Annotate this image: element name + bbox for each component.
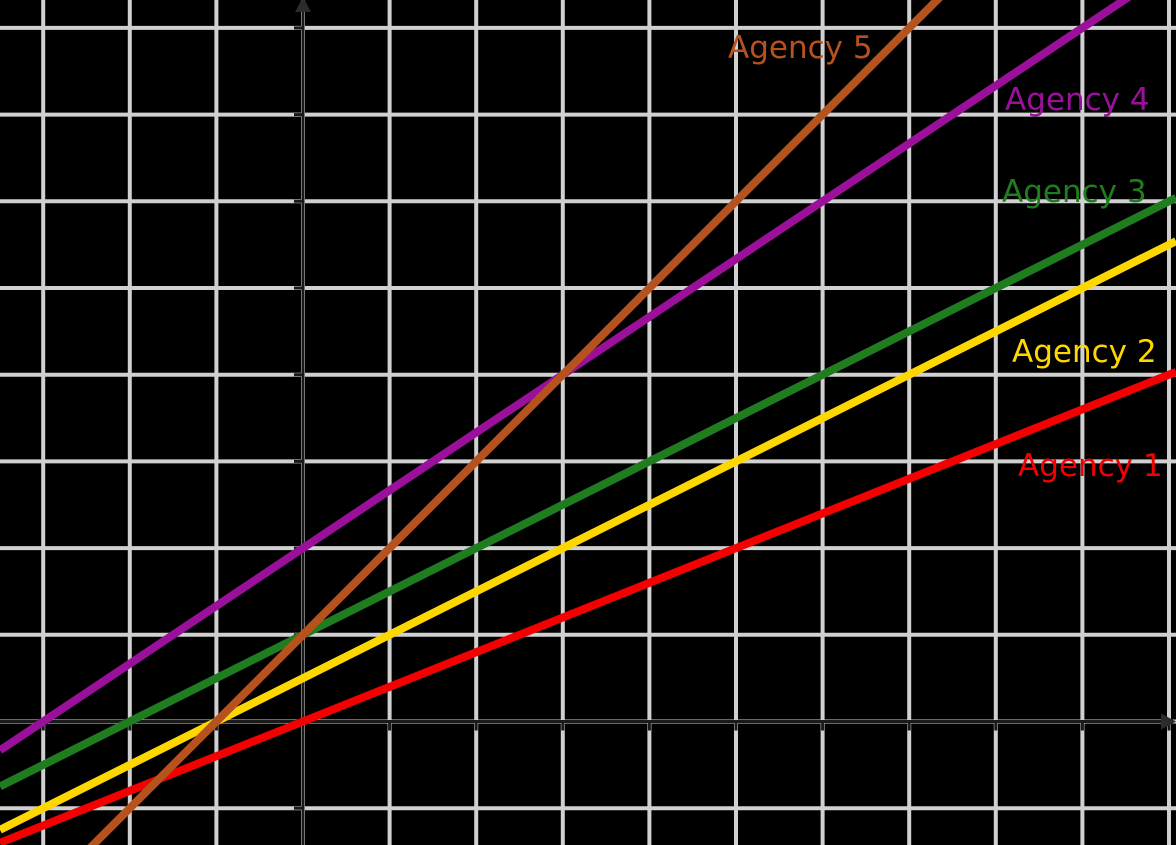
series-label-agency-3: Agency 3 (1002, 174, 1147, 210)
series-label-agency-5: Agency 5 (728, 30, 873, 66)
series-label-agency-4: Agency 4 (1005, 82, 1150, 118)
series-label-agency-1: Agency 1 (1018, 448, 1163, 484)
series-label-agency-2: Agency 2 (1012, 334, 1157, 370)
label-layer: Agency 1 Agency 2 Agency 3 Agency 4 Agen… (728, 30, 1163, 484)
